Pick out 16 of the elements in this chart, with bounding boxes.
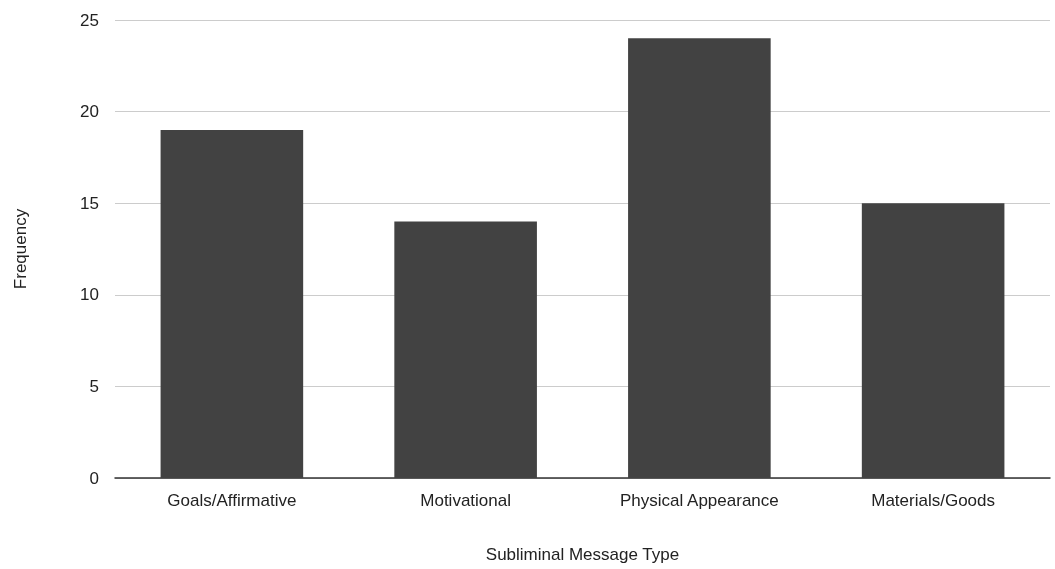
x-tick-label: Motivational — [420, 491, 511, 510]
y-tick-label: 0 — [89, 468, 99, 488]
x-tick-label: Goals/Affirmative — [167, 491, 297, 510]
x-axis-title: Subliminal Message Type — [485, 545, 680, 564]
bar — [861, 203, 1005, 478]
bar — [160, 129, 304, 478]
y-tick-label: 15 — [80, 193, 99, 213]
x-tick-label: Materials/Goods — [871, 491, 996, 510]
y-axis-title: Frequency — [11, 208, 30, 290]
y-tick-label: 20 — [80, 102, 99, 122]
bar — [628, 38, 771, 478]
y-tick-label: 25 — [80, 10, 99, 30]
bar — [394, 221, 537, 478]
y-tick-label: 5 — [89, 376, 99, 396]
x-tick-label: Physical Appearance — [619, 491, 779, 510]
y-tick-label: 10 — [80, 285, 99, 305]
